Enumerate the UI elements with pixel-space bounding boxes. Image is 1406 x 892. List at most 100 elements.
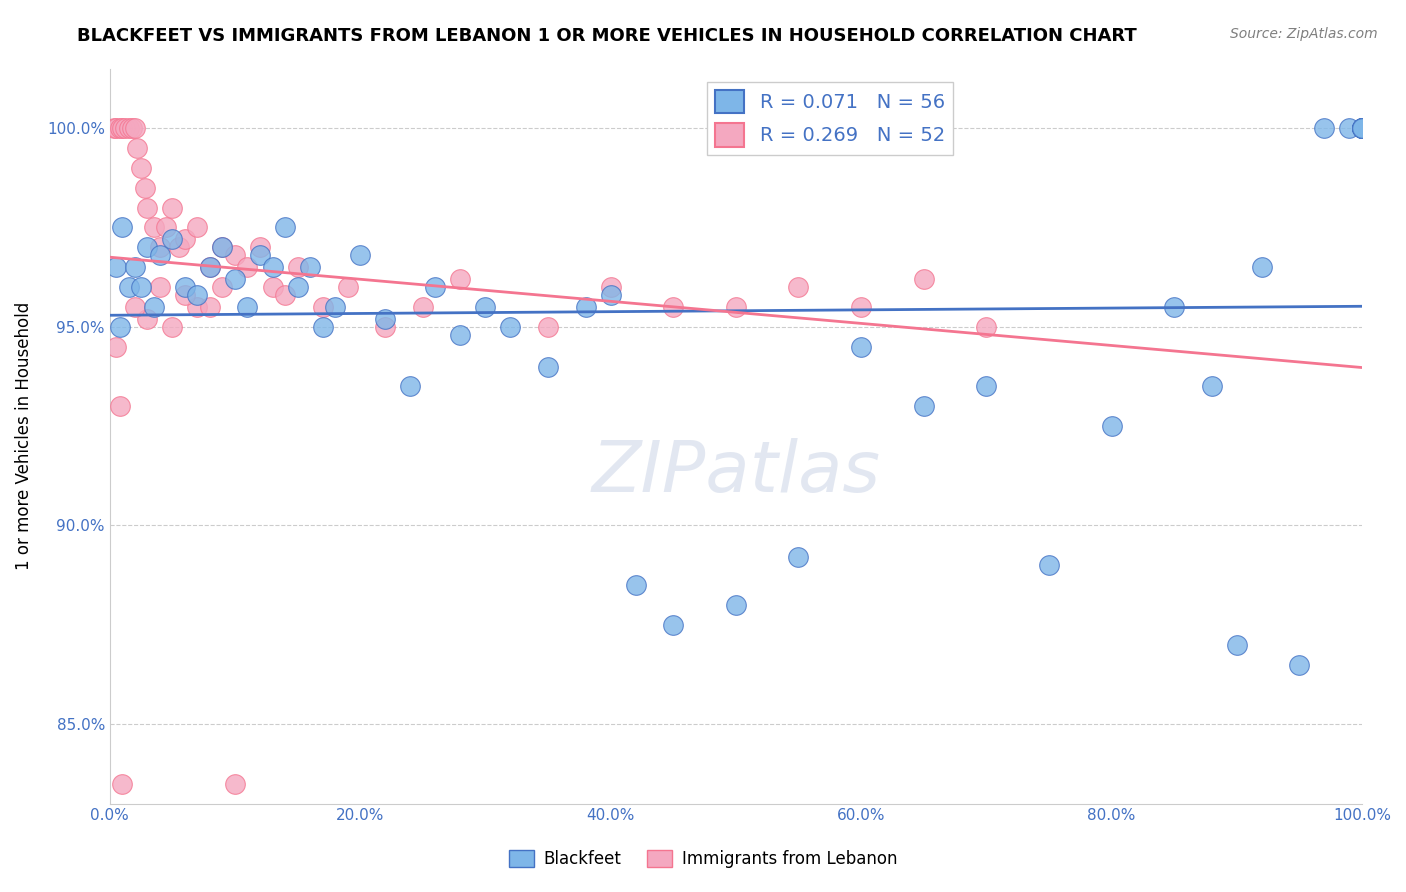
Point bbox=[105, 340, 128, 354]
Point bbox=[1313, 121, 1336, 136]
Point bbox=[311, 300, 333, 314]
Point bbox=[499, 319, 522, 334]
Point bbox=[1351, 121, 1374, 136]
Point bbox=[124, 121, 146, 136]
Point bbox=[724, 300, 747, 314]
Point bbox=[105, 121, 128, 136]
Point bbox=[976, 379, 998, 393]
Point bbox=[249, 248, 271, 262]
Point bbox=[374, 311, 396, 326]
Point bbox=[173, 280, 195, 294]
Legend: Blackfeet, Immigrants from Lebanon: Blackfeet, Immigrants from Lebanon bbox=[502, 843, 904, 875]
Point bbox=[108, 399, 131, 413]
Point bbox=[262, 280, 284, 294]
Point bbox=[162, 232, 184, 246]
Point bbox=[1250, 260, 1272, 275]
Point bbox=[211, 240, 233, 254]
Point bbox=[129, 161, 152, 175]
Point bbox=[262, 260, 284, 275]
Point bbox=[186, 288, 208, 302]
Point bbox=[186, 300, 208, 314]
Point bbox=[849, 300, 872, 314]
Point bbox=[1351, 121, 1374, 136]
Point bbox=[323, 300, 346, 314]
Point bbox=[198, 260, 221, 275]
Point bbox=[849, 340, 872, 354]
Point bbox=[425, 280, 447, 294]
Point bbox=[1226, 638, 1249, 652]
Point bbox=[412, 300, 434, 314]
Point bbox=[162, 201, 184, 215]
Point bbox=[599, 280, 621, 294]
Point bbox=[111, 220, 134, 235]
Point bbox=[186, 220, 208, 235]
Point bbox=[1351, 121, 1374, 136]
Point bbox=[167, 240, 190, 254]
Point bbox=[124, 300, 146, 314]
Point bbox=[1351, 121, 1374, 136]
Point bbox=[399, 379, 422, 393]
Point bbox=[249, 240, 271, 254]
Point bbox=[336, 280, 359, 294]
Point bbox=[111, 121, 134, 136]
Point bbox=[274, 220, 297, 235]
Point bbox=[349, 248, 371, 262]
Point bbox=[121, 121, 143, 136]
Point bbox=[149, 240, 172, 254]
Point bbox=[624, 578, 647, 592]
Point bbox=[1339, 121, 1361, 136]
Point bbox=[136, 201, 159, 215]
Point bbox=[287, 280, 309, 294]
Point bbox=[287, 260, 309, 275]
Point bbox=[299, 260, 322, 275]
Point bbox=[129, 280, 152, 294]
Point bbox=[224, 272, 246, 286]
Point bbox=[236, 260, 259, 275]
Point bbox=[724, 598, 747, 612]
Point bbox=[127, 141, 149, 155]
Point bbox=[912, 399, 935, 413]
Point bbox=[142, 300, 165, 314]
Legend: R = 0.071   N = 56, R = 0.269   N = 52: R = 0.071 N = 56, R = 0.269 N = 52 bbox=[707, 82, 952, 154]
Point bbox=[198, 260, 221, 275]
Point bbox=[449, 272, 471, 286]
Point bbox=[1201, 379, 1223, 393]
Point bbox=[474, 300, 496, 314]
Point bbox=[374, 319, 396, 334]
Point bbox=[537, 359, 560, 374]
Point bbox=[236, 300, 259, 314]
Point bbox=[111, 777, 134, 791]
Point bbox=[449, 327, 471, 342]
Point bbox=[162, 319, 184, 334]
Point bbox=[173, 288, 195, 302]
Point bbox=[211, 240, 233, 254]
Point bbox=[136, 311, 159, 326]
Text: ZIPatlas: ZIPatlas bbox=[592, 438, 880, 508]
Point bbox=[149, 280, 172, 294]
Text: Source: ZipAtlas.com: Source: ZipAtlas.com bbox=[1230, 27, 1378, 41]
Point bbox=[976, 319, 998, 334]
Point bbox=[599, 288, 621, 302]
Point bbox=[1351, 121, 1374, 136]
Point bbox=[173, 232, 195, 246]
Y-axis label: 1 or more Vehicles in Household: 1 or more Vehicles in Household bbox=[15, 302, 32, 570]
Point bbox=[142, 220, 165, 235]
Point bbox=[224, 777, 246, 791]
Point bbox=[117, 280, 139, 294]
Point bbox=[224, 248, 246, 262]
Point bbox=[274, 288, 297, 302]
Point bbox=[311, 319, 333, 334]
Point bbox=[575, 300, 598, 314]
Point bbox=[117, 121, 139, 136]
Point bbox=[211, 280, 233, 294]
Point bbox=[149, 248, 172, 262]
Point bbox=[108, 319, 131, 334]
Point bbox=[124, 260, 146, 275]
Point bbox=[912, 272, 935, 286]
Point bbox=[136, 240, 159, 254]
Point bbox=[1288, 657, 1310, 672]
Point bbox=[662, 617, 685, 632]
Point bbox=[1351, 121, 1374, 136]
Point bbox=[198, 300, 221, 314]
Point bbox=[1101, 419, 1123, 434]
